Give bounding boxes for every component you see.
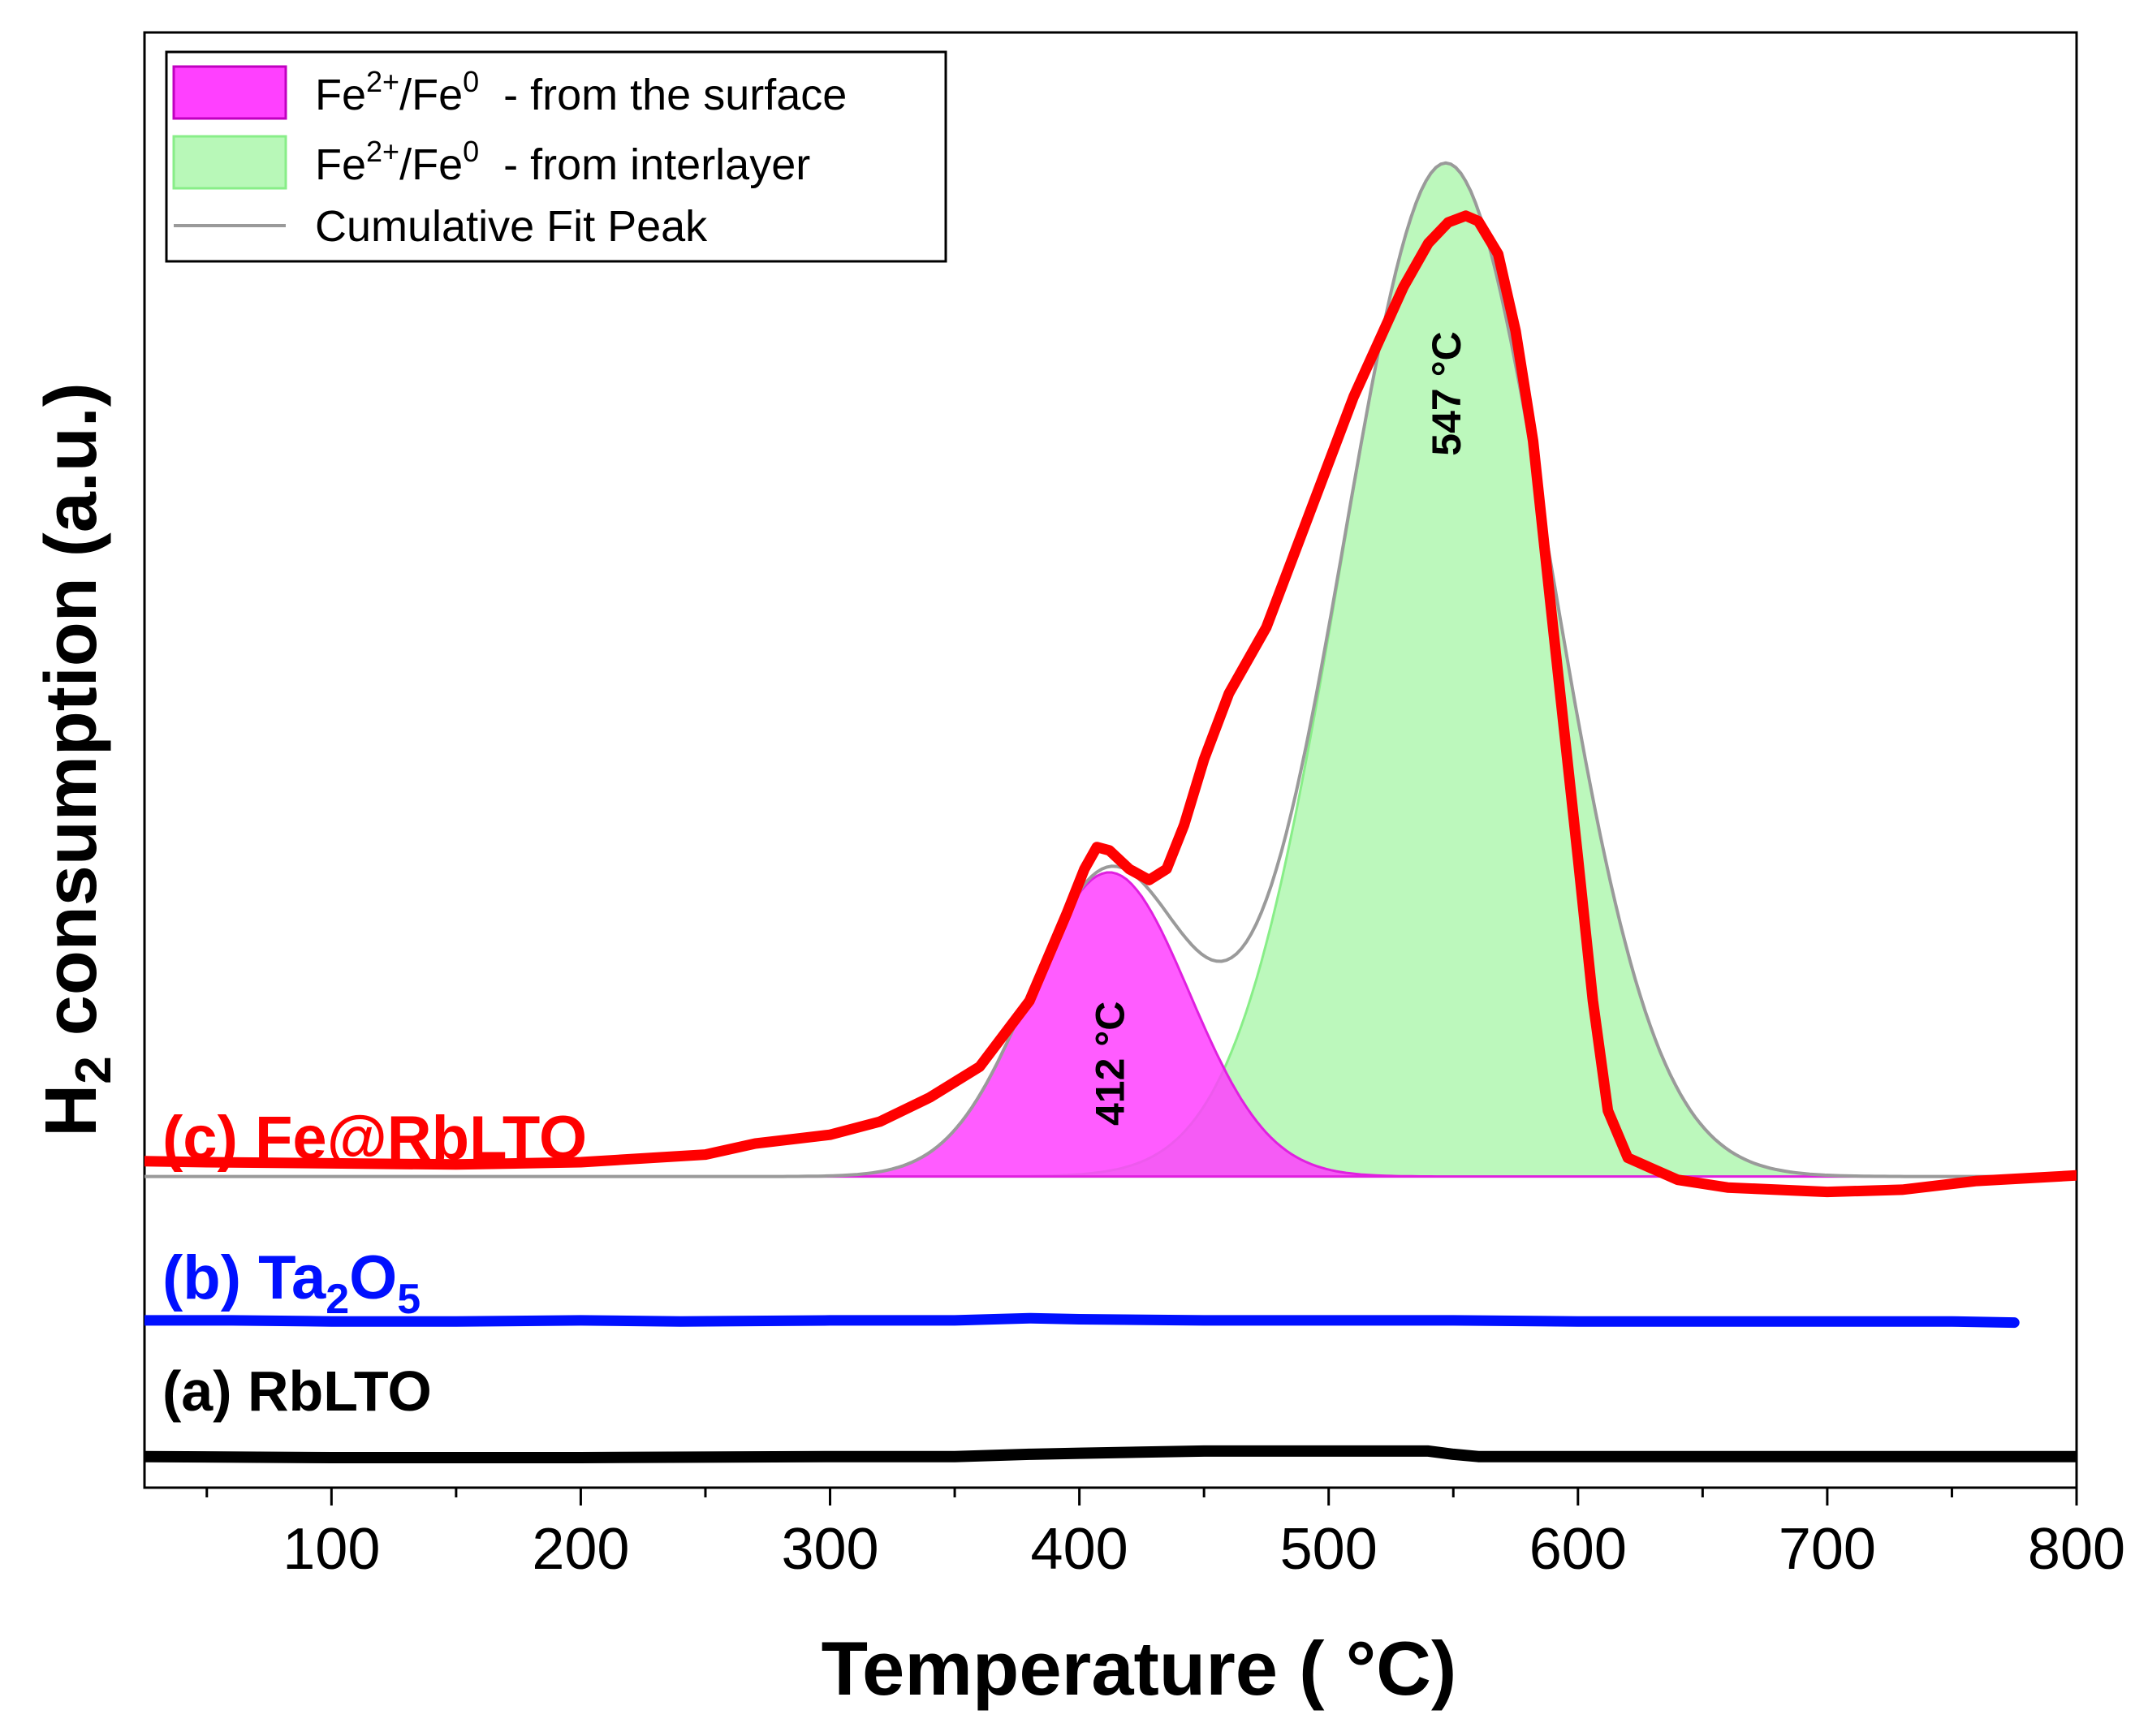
legend-interlayer-sup1: 2+	[366, 135, 399, 168]
label-rblto: (a) RbLTO	[162, 1359, 432, 1423]
plot-frame	[143, 31, 2078, 1489]
annotation-peak-412: 412 °C	[1088, 1002, 1133, 1126]
annotation-peak-547: 547 °C	[1424, 331, 1469, 455]
legend-surface-rest: - from the surface	[479, 71, 847, 119]
series-lines	[144, 210, 2077, 1463]
y-axis-title-rest: consumption (a.u.)	[31, 382, 112, 1056]
x-tick-label: 800	[2028, 1517, 2125, 1582]
x-tick-label: 300	[781, 1517, 878, 1582]
x-tick-label: 400	[1031, 1517, 1128, 1582]
legend-entry-cumulative: Cumulative Fit Peak	[315, 202, 708, 251]
label-ta2o5: (b) Ta2O5	[162, 1243, 421, 1323]
series-ta2o5-line	[144, 1312, 2020, 1329]
series-rblto-line	[144, 1445, 2077, 1463]
label-ta2o5-pre: (b) Ta	[162, 1243, 326, 1312]
x-tick-label: 100	[283, 1517, 380, 1582]
series-fe-rblto-line	[144, 210, 2077, 1198]
x-tick-label: 600	[1529, 1517, 1627, 1582]
x-axis-ticks: 100 200 300 400 500 600 700 800	[205, 1488, 2125, 1582]
x-tick-label: 200	[532, 1517, 629, 1582]
label-ta2o5-mid: O	[349, 1243, 397, 1312]
label-ta2o5-sub2: 5	[397, 1276, 421, 1323]
legend-entry-interlayer: Fe2+/Fe0 - from interlayer	[315, 135, 810, 189]
legend-surface-sup2: 0	[463, 65, 479, 98]
legend-swatch-surface	[172, 65, 287, 120]
x-tick-label: 700	[1779, 1517, 1876, 1582]
cumulative-fit-line	[144, 161, 2074, 1178]
label-ta2o5-sub1: 2	[326, 1276, 349, 1323]
legend-surface-base: Fe	[315, 71, 366, 119]
fitted-peaks	[144, 161, 2077, 1178]
label-fe-rblto: (c) Fe@RbLTO	[162, 1104, 587, 1173]
legend: Fe2+/Fe0 - from the surface Fe2+/Fe0 - f…	[165, 50, 947, 263]
legend-interlayer-sup2: 0	[463, 135, 479, 168]
y-axis-title: H2 consumption (a.u.)	[31, 382, 122, 1136]
legend-interlayer-mid: /Fe	[399, 140, 463, 189]
y-axis-title-sub: 2	[66, 1056, 122, 1083]
legend-surface-mid: /Fe	[399, 71, 463, 119]
legend-interlayer-rest: - from interlayer	[479, 140, 810, 189]
legend-swatch-interlayer	[172, 135, 287, 190]
y-axis-title-h: H	[31, 1084, 112, 1137]
x-tick-label: 500	[1280, 1517, 1378, 1582]
legend-surface-sup1: 2+	[366, 65, 399, 98]
legend-box	[165, 50, 947, 263]
legend-interlayer-base: Fe	[315, 140, 366, 189]
x-axis-title: Temperature ( °C)	[822, 1626, 1457, 1711]
legend-entry-surface: Fe2+/Fe0 - from the surface	[315, 65, 847, 119]
